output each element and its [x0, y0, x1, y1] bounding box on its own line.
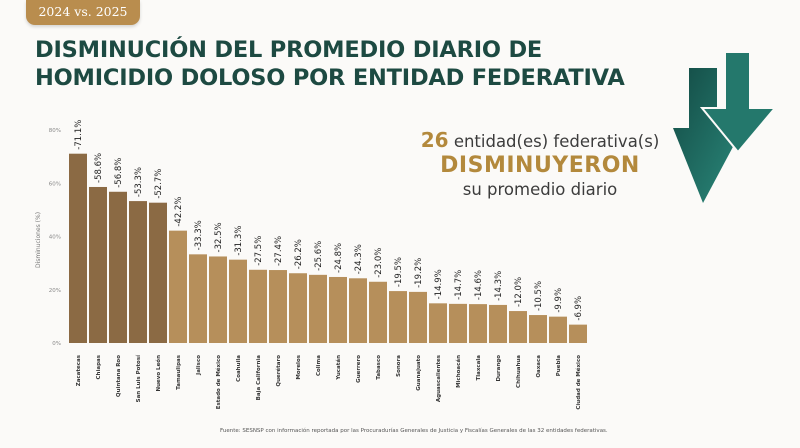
y-tick-label: 20% [49, 288, 61, 294]
data-label: -32.5% [214, 222, 224, 252]
bar [209, 256, 227, 343]
data-label: -52.7% [154, 169, 164, 199]
data-label: -12.0% [514, 277, 524, 307]
bar [549, 316, 567, 343]
x-tick-label: Coahuila [236, 355, 242, 382]
x-tick-label: Colima [316, 355, 322, 376]
bar [489, 304, 507, 343]
page-title: DISMINUCIÓN DEL PROMEDIO DIARIO DE HOMIC… [35, 36, 625, 92]
bar [509, 311, 527, 343]
callout-line-2: DISMINUYERON [440, 153, 640, 178]
bar [69, 153, 87, 343]
y-tick-label: 60% [49, 181, 61, 187]
data-label: -27.4% [274, 236, 284, 266]
data-label: -10.5% [534, 281, 544, 311]
count-value: 26 [420, 128, 449, 152]
data-label: -71.1% [74, 120, 84, 150]
bar [129, 201, 147, 343]
x-tick-label: Chiapas [96, 354, 102, 379]
x-tick-label: Aguascalientes [436, 354, 442, 402]
data-label: -33.3% [194, 220, 204, 250]
data-label: -19.2% [414, 258, 424, 288]
data-label: -24.8% [334, 243, 344, 273]
title-line-1: DISMINUCIÓN DEL PROMEDIO DIARIO DE [35, 37, 543, 63]
data-label: -56.8% [114, 158, 124, 188]
year-badge: 2024 vs. 2025 [26, 0, 140, 25]
bar [569, 324, 587, 343]
bar [329, 276, 347, 343]
x-tick-label: Ciudad de México [575, 355, 582, 410]
x-tick-label: Tlaxcala [476, 355, 482, 381]
x-tick-label: Guerrero [356, 355, 362, 383]
bar [449, 303, 467, 343]
down-arrows-icon [673, 51, 778, 203]
title-line-2: HOMICIDIO DOLOSO POR ENTIDAD FEDERATIVA [35, 65, 625, 91]
data-label: -31.3% [234, 226, 244, 256]
y-axis-label: Disminuciones (%) [35, 212, 42, 268]
x-tick-label: San Luis Potosí [135, 354, 142, 402]
bar [369, 281, 387, 343]
bar [109, 191, 127, 343]
bar [229, 259, 247, 343]
data-label: -14.6% [474, 270, 484, 300]
x-tick-label: Sonora [396, 355, 402, 377]
x-tick-label: Durango [496, 355, 502, 382]
data-label: -58.6% [94, 153, 104, 183]
data-label: -42.2% [174, 197, 184, 227]
bar [189, 254, 207, 343]
bar [309, 274, 327, 343]
bar [269, 270, 287, 343]
data-label: -26.2% [294, 239, 304, 269]
data-label: -14.3% [494, 271, 504, 301]
callout-line-1: entidad(es) federativa(s) [453, 132, 660, 151]
bar [169, 230, 187, 343]
data-label: -9.9% [554, 288, 564, 313]
x-tick-label: Tabasco [376, 355, 382, 380]
x-tick-label: Jalisco [196, 355, 202, 376]
x-tick-label: Chihuahua [516, 355, 522, 388]
data-label: -24.3% [354, 244, 364, 274]
data-label: -23.0% [374, 248, 384, 278]
x-tick-label: Guanajuato [416, 355, 422, 391]
y-tick-label: 80% [49, 128, 61, 134]
x-tick-label: Oaxaca [536, 355, 542, 378]
bar [289, 273, 307, 343]
data-label: -53.3% [134, 167, 144, 197]
x-tick-label: Estado de México [215, 355, 222, 409]
data-label: -25.6% [314, 241, 324, 271]
x-tick-label: Tamaulipas [176, 354, 182, 390]
bar [469, 304, 487, 343]
x-tick-label: Zacatecas [76, 354, 82, 386]
y-tick-label: 0% [52, 341, 61, 347]
data-label: -14.7% [454, 270, 464, 300]
x-tick-label: Nuevo León [155, 355, 162, 392]
data-label: -14.9% [434, 269, 444, 299]
bar [149, 202, 167, 343]
bar [529, 315, 547, 343]
summary-callout: 26 entidad(es) federativa(s) DISMINUYERO… [420, 128, 660, 199]
data-label: -6.9% [574, 296, 584, 321]
y-tick-label: 40% [49, 235, 61, 241]
bar [429, 303, 447, 343]
x-tick-label: Morelos [296, 354, 302, 379]
x-tick-label: Quintana Roo [116, 355, 122, 397]
bar [249, 269, 267, 343]
bar [89, 186, 107, 343]
callout-line-3: su promedio diario [462, 180, 618, 199]
bar [389, 291, 407, 343]
bar [409, 291, 427, 343]
x-tick-label: Puebla [556, 355, 562, 376]
data-label: -27.5% [254, 236, 264, 266]
source-note: Fuente: SESNSP con información reportada… [220, 428, 608, 434]
bar [349, 278, 367, 343]
data-label: -19.5% [394, 257, 404, 287]
x-tick-label: Baja California [256, 355, 262, 401]
x-tick-label: Michoacán [455, 355, 462, 388]
x-tick-label: Querétaro [275, 355, 282, 387]
x-tick-label: Yucatán [335, 355, 342, 381]
